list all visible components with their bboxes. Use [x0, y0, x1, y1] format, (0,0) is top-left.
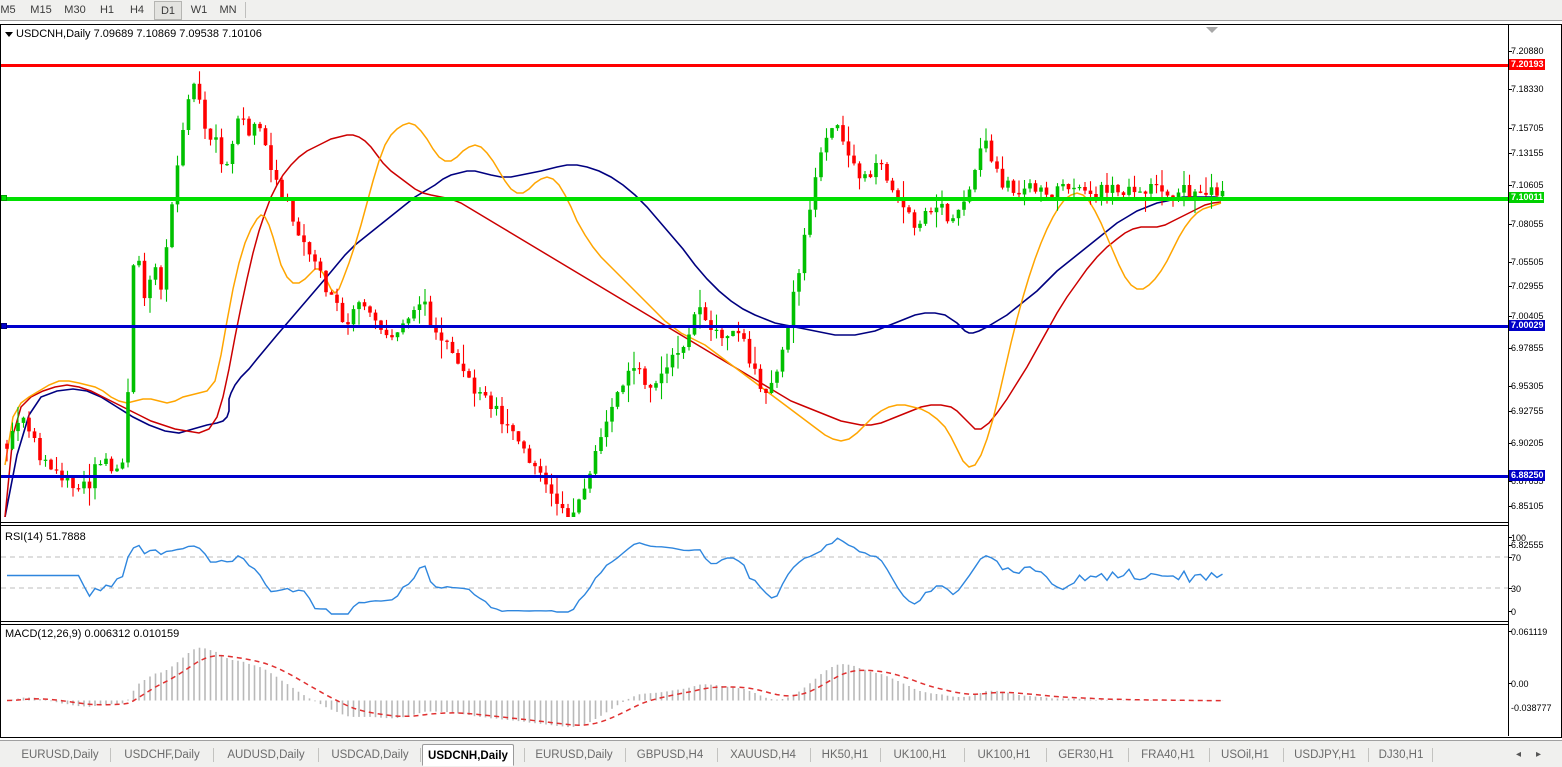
chart-tab-usdjpy-h1[interactable]: USDJPY,H1 [1294, 749, 1356, 761]
chart-tab-ger30-h1[interactable]: GER30,H1 [1058, 749, 1114, 761]
tab-divider [964, 748, 965, 762]
tab-divider [810, 748, 811, 762]
macd-plot [6, 647, 1224, 728]
tab-scroll-prev-icon[interactable]: ◂ [1516, 749, 1522, 760]
tab-divider [524, 748, 525, 762]
macd-tick: -0.038777 [1511, 703, 1552, 713]
timeframe-button-h1[interactable]: H1 [99, 4, 115, 16]
macd-tick: 0.00 [1511, 679, 1529, 689]
chart-tab-usdcad-daily[interactable]: USDCAD,Daily [331, 749, 409, 761]
chart-tab-xauusd-h4[interactable]: XAUUSD,H4 [730, 749, 796, 761]
tab-divider [1128, 748, 1129, 762]
timeframe-button-w1[interactable]: W1 [190, 4, 208, 16]
chart-tab-usdchf-daily[interactable]: USDCHF,Daily [124, 749, 200, 761]
price-tick: 6.90205 [1511, 438, 1544, 448]
tab-divider [1209, 748, 1210, 762]
macd-pane[interactable]: MACD(12,26,9) 0.006312 0.010159 [1, 626, 1508, 736]
symbol-header-text: USDCNH,Daily 7.09689 7.10869 7.09538 7.1… [16, 28, 262, 40]
timeframe-button-h4[interactable]: H4 [129, 4, 145, 16]
tab-divider [1432, 748, 1433, 762]
tab-divider [625, 748, 626, 762]
tab-divider [213, 748, 214, 762]
timeframe-toolbar: M5 M15 M30 H1 H4 D1 W1 MN [0, 0, 1562, 21]
rsi-plot [1, 537, 1508, 615]
price-tick: 7.15705 [1511, 123, 1544, 133]
level-line-688250[interactable] [1, 475, 1508, 478]
pane-divider-rsi[interactable] [1, 522, 1508, 523]
price-scale[interactable]: 7.20880 7.18330 7.15705 7.13155 7.10605 … [1508, 25, 1561, 736]
tab-divider [1283, 748, 1284, 762]
macd-header: MACD(12,26,9) 0.006312 0.010159 [5, 628, 180, 640]
level-line-700029[interactable] [1, 325, 1508, 328]
chart-tab-usdcnh-daily[interactable]: USDCNH,Daily [422, 744, 514, 766]
chart-tab-hk50-h1[interactable]: HK50,H1 [821, 749, 869, 761]
price-tick: 7.00405 [1511, 311, 1544, 321]
timeframe-button-d1[interactable]: D1 [154, 1, 182, 20]
rsi-tick: 0 [1511, 607, 1517, 617]
rsi-pane[interactable]: RSI(14) 51.7888 [1, 529, 1508, 623]
tab-divider [420, 748, 421, 762]
chart-tab-bar: EURUSD,Daily USDCHF,Daily AUDUSD,Daily U… [0, 740, 1562, 767]
candle-series [5, 71, 1225, 517]
macd-tick: 0.061119 [1511, 627, 1548, 637]
chart-tab-eurusd-daily-1[interactable]: EURUSD,Daily [21, 749, 99, 761]
pane-divider-macd2 [1, 624, 1508, 625]
tab-divider [717, 748, 718, 762]
price-tick: 7.02955 [1511, 281, 1544, 291]
timeframe-button-m15[interactable]: M15 [30, 4, 52, 16]
price-pane[interactable]: USDCNH,Daily 7.09689 7.10869 7.09538 7.1… [1, 25, 1508, 517]
level-label-support-2[interactable]: 6.88250 [1509, 470, 1545, 481]
price-tick: 6.85105 [1511, 501, 1544, 511]
toolbar-separator [245, 2, 246, 18]
timeframe-button-mn[interactable]: MN [219, 4, 237, 16]
chart-tab-gbpusd-h4[interactable]: GBPUSD,H4 [636, 749, 704, 761]
level-label-current[interactable]: 7.10011 [1509, 192, 1545, 203]
chart-tab-fra40-h1[interactable]: FRA40,H1 [1141, 749, 1195, 761]
price-tick: 6.87655 [1511, 476, 1544, 486]
price-tick: 7.20880 [1511, 46, 1544, 56]
tab-divider [1368, 748, 1369, 762]
pane-divider-rsi2 [1, 525, 1508, 526]
tab-scroll-next-icon[interactable]: ▸ [1536, 749, 1542, 760]
level-label-support-1[interactable]: 7.00029 [1509, 320, 1545, 331]
rsi-tick: 100 [1511, 533, 1527, 543]
chart-tab-dj30-h1[interactable]: DJ30,H1 [1378, 749, 1424, 761]
price-tick: 7.18330 [1511, 84, 1544, 94]
symbol-header: USDCNH,Daily 7.09689 7.10869 7.09538 7.1… [5, 28, 262, 40]
tab-divider [1046, 748, 1047, 762]
price-tick: 7.10605 [1511, 180, 1544, 190]
price-tick: 7.08055 [1511, 219, 1544, 229]
tab-divider [318, 748, 319, 762]
rsi-tick: 70 [1511, 553, 1522, 563]
collapse-triangle-icon[interactable] [5, 31, 13, 37]
price-tick: 6.82555 [1511, 540, 1544, 550]
level-line-710011[interactable] [1, 197, 1508, 201]
chart-tab-audusd-daily[interactable]: AUDUSD,Daily [227, 749, 305, 761]
level-label-resistance[interactable]: 7.20193 [1509, 59, 1545, 70]
tab-divider [880, 748, 881, 762]
chart-collapse-arrow-icon[interactable] [1206, 27, 1218, 33]
timeframe-button-m30[interactable]: M30 [64, 4, 86, 16]
rsi-tick: 30 [1511, 584, 1522, 594]
timeframe-button-m5[interactable]: M5 [0, 4, 16, 16]
chart-tab-uk100-h1-1[interactable]: UK100,H1 [893, 749, 947, 761]
level-handle-green[interactable] [1, 195, 7, 201]
chart-tab-usoil-h1[interactable]: USOil,H1 [1221, 749, 1269, 761]
rsi-header: RSI(14) 51.7888 [5, 531, 86, 543]
price-tick: 6.95305 [1511, 381, 1544, 391]
chart-tab-uk100-h1-2[interactable]: UK100,H1 [977, 749, 1031, 761]
tab-divider [110, 748, 111, 762]
pane-divider-macd[interactable] [1, 621, 1508, 622]
chart-area[interactable]: USDCNH,Daily 7.09689 7.10869 7.09538 7.1… [0, 24, 1562, 751]
price-tick: 7.13155 [1511, 148, 1544, 158]
level-handle-blue-upper[interactable] [1, 323, 7, 329]
price-tick: 7.05505 [1511, 257, 1544, 267]
level-line-resistance-720193[interactable] [1, 64, 1508, 67]
price-tick: 6.92755 [1511, 406, 1544, 416]
price-tick: 6.97855 [1511, 343, 1544, 353]
chart-tab-eurusd-daily-2[interactable]: EURUSD,Daily [535, 749, 613, 761]
